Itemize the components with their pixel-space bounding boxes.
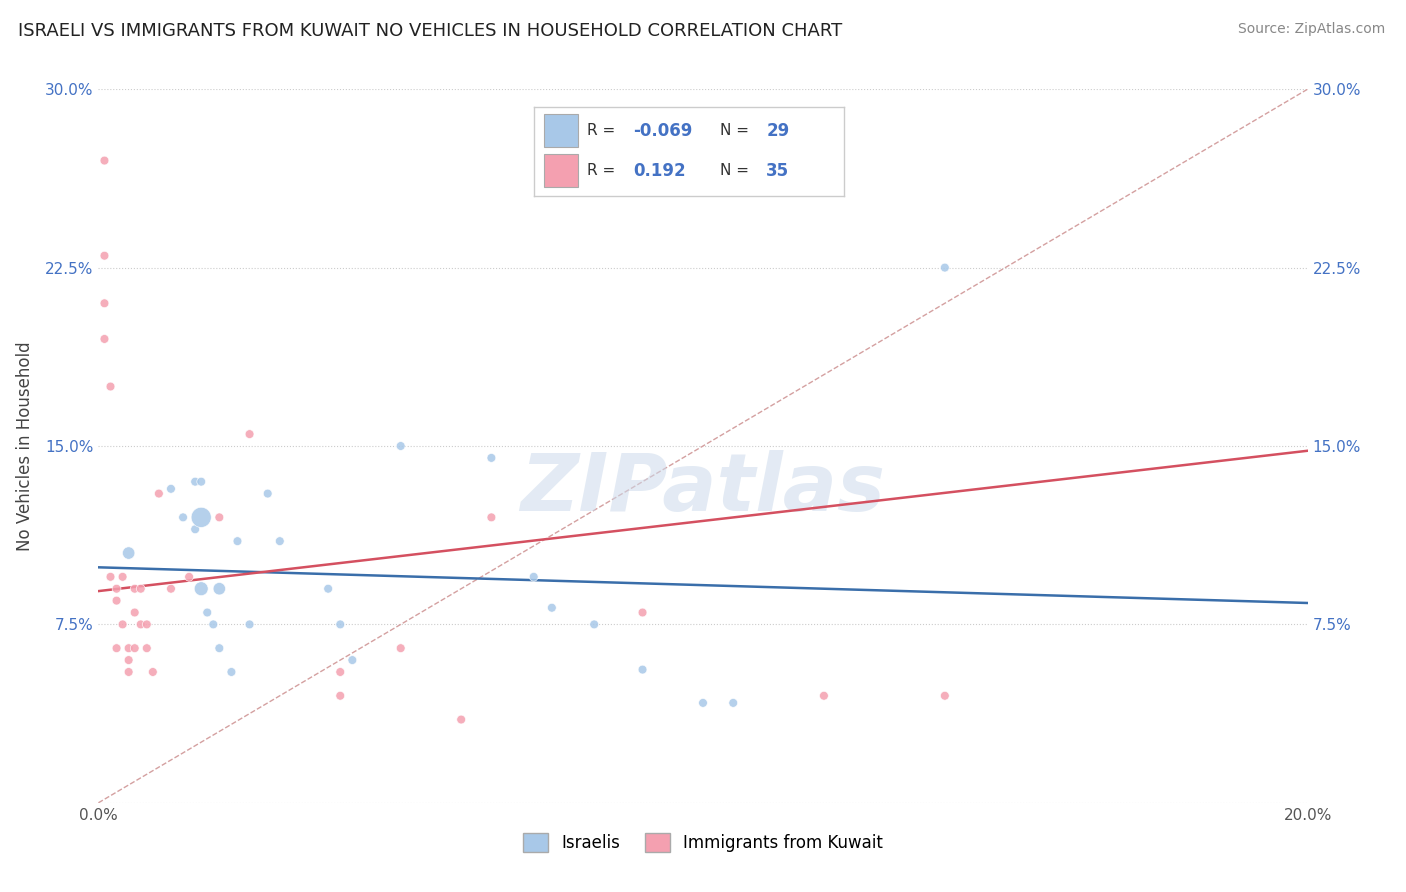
- Text: -0.069: -0.069: [633, 121, 693, 140]
- Point: [329, 689, 352, 703]
- Point: [934, 689, 956, 703]
- Point: [100, 570, 122, 584]
- Point: [124, 641, 146, 656]
- Point: [118, 653, 141, 667]
- Point: [239, 427, 262, 442]
- Point: [111, 570, 134, 584]
- Point: [184, 522, 207, 536]
- FancyBboxPatch shape: [544, 154, 578, 187]
- Y-axis label: No Vehicles in Household: No Vehicles in Household: [15, 341, 34, 551]
- Point: [172, 510, 194, 524]
- Point: [129, 617, 152, 632]
- Point: [93, 296, 115, 310]
- Point: [202, 617, 225, 632]
- Point: [540, 600, 562, 615]
- Text: 29: 29: [766, 121, 790, 140]
- Text: N =: N =: [720, 123, 754, 138]
- Point: [583, 617, 606, 632]
- Point: [93, 249, 115, 263]
- Point: [450, 713, 472, 727]
- Point: [124, 606, 146, 620]
- Point: [631, 606, 654, 620]
- Text: 35: 35: [766, 161, 789, 180]
- Point: [190, 475, 212, 489]
- Point: [118, 665, 141, 679]
- Point: [160, 582, 183, 596]
- Point: [226, 534, 249, 549]
- Point: [329, 617, 352, 632]
- Text: R =: R =: [586, 123, 620, 138]
- Point: [135, 641, 157, 656]
- Text: N =: N =: [720, 163, 754, 178]
- Point: [129, 582, 152, 596]
- Point: [329, 665, 352, 679]
- FancyBboxPatch shape: [544, 114, 578, 147]
- Legend: Israelis, Immigrants from Kuwait: Israelis, Immigrants from Kuwait: [516, 827, 890, 859]
- Point: [934, 260, 956, 275]
- Point: [93, 332, 115, 346]
- Point: [523, 570, 546, 584]
- Point: [148, 486, 170, 500]
- Point: [93, 153, 115, 168]
- Point: [208, 641, 231, 656]
- Point: [184, 475, 207, 489]
- Point: [813, 689, 835, 703]
- Point: [135, 617, 157, 632]
- Point: [124, 582, 146, 596]
- Point: [142, 665, 165, 679]
- Text: Source: ZipAtlas.com: Source: ZipAtlas.com: [1237, 22, 1385, 37]
- Text: ISRAELI VS IMMIGRANTS FROM KUWAIT NO VEHICLES IN HOUSEHOLD CORRELATION CHART: ISRAELI VS IMMIGRANTS FROM KUWAIT NO VEH…: [18, 22, 842, 40]
- Point: [316, 582, 339, 596]
- Point: [239, 617, 262, 632]
- Point: [723, 696, 745, 710]
- Point: [692, 696, 714, 710]
- Point: [481, 450, 503, 465]
- Point: [160, 482, 183, 496]
- Point: [208, 582, 231, 596]
- Point: [179, 570, 201, 584]
- Point: [342, 653, 364, 667]
- Point: [190, 510, 212, 524]
- Text: 0.192: 0.192: [633, 161, 686, 180]
- Point: [208, 510, 231, 524]
- Point: [118, 641, 141, 656]
- Point: [389, 641, 412, 656]
- Point: [111, 617, 134, 632]
- Point: [195, 606, 218, 620]
- Point: [631, 663, 654, 677]
- Point: [105, 593, 128, 607]
- Point: [269, 534, 291, 549]
- Text: ZIPatlas: ZIPatlas: [520, 450, 886, 528]
- Point: [105, 641, 128, 656]
- Point: [481, 510, 503, 524]
- Text: R =: R =: [586, 163, 620, 178]
- Point: [389, 439, 412, 453]
- Point: [100, 379, 122, 393]
- Point: [190, 582, 212, 596]
- Point: [105, 582, 128, 596]
- Point: [221, 665, 243, 679]
- Point: [256, 486, 278, 500]
- Point: [118, 546, 141, 560]
